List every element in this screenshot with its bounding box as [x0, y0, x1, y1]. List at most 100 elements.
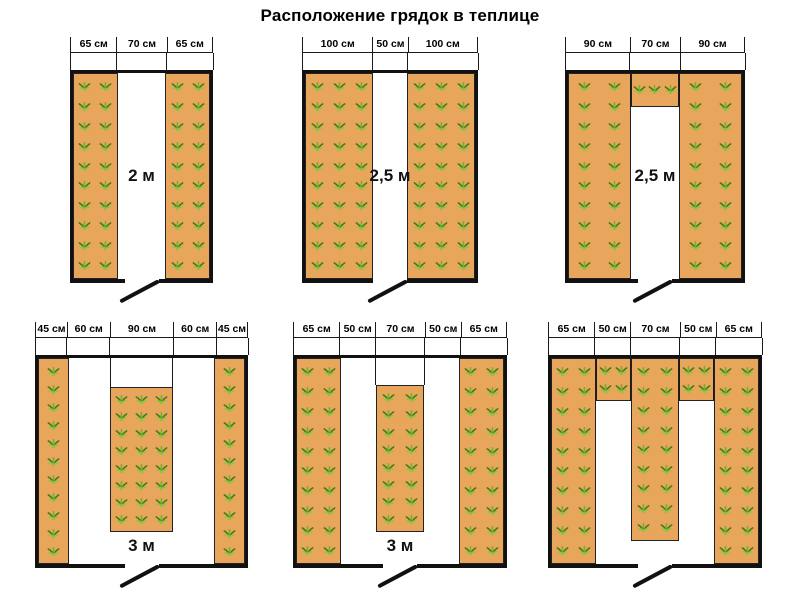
plant-icon: [115, 463, 128, 473]
plant-icon: [47, 492, 60, 502]
inner-guide-line: [713, 358, 715, 402]
plant-icon: [192, 102, 205, 112]
plant-icon: [615, 366, 628, 376]
plant-icon: [719, 525, 732, 535]
plant-icon: [78, 121, 91, 131]
plant-icon: [689, 240, 702, 250]
plant-icon: [719, 446, 732, 456]
plant-icon: [741, 486, 754, 496]
plant-icon: [556, 486, 569, 496]
dimension-guide-line: [215, 338, 217, 355]
bed: [458, 358, 504, 564]
plant-icon: [333, 201, 346, 211]
plant-icon: [333, 121, 346, 131]
plant-icon: [682, 383, 695, 393]
inner-guide-line: [630, 358, 632, 402]
greenhouse-interior: 3 м: [38, 358, 245, 589]
plant-icon: [413, 240, 426, 250]
plant-icon: [155, 446, 168, 456]
plant-icon: [382, 410, 395, 420]
plant-icon: [405, 514, 418, 524]
plant-icon: [99, 141, 112, 151]
plant-icon: [413, 141, 426, 151]
plant-icon: [464, 406, 477, 416]
dimension-guide-line: [629, 53, 631, 70]
bed: [679, 358, 714, 402]
plant-icon: [464, 426, 477, 436]
plant-icon: [486, 387, 499, 397]
plant-icon: [413, 181, 426, 191]
dimension-segment: 65 см: [166, 37, 213, 52]
plant-icon: [556, 545, 569, 555]
bed: [110, 386, 173, 533]
plant-icon: [689, 181, 702, 191]
plant-icon: [741, 406, 754, 416]
plant-icon: [457, 201, 470, 211]
plant-icon: [47, 546, 60, 556]
plant-icon: [435, 161, 448, 171]
bed: [38, 358, 70, 564]
plant-icon: [355, 102, 368, 112]
plant-icon: [578, 161, 591, 171]
plant-icon: [741, 505, 754, 515]
plant-icon: [301, 387, 314, 397]
dimension-label: 60 см: [74, 323, 103, 335]
plant-icon: [99, 240, 112, 250]
plant-icon: [689, 102, 702, 112]
plant-icon: [333, 220, 346, 230]
dimension-label: 50 см: [429, 323, 458, 335]
plant-icon: [637, 406, 650, 416]
plant-icon: [486, 505, 499, 515]
plant-icon: [633, 85, 646, 95]
plant-icon: [405, 445, 418, 455]
dimension-segment: 50 см: [594, 322, 630, 337]
plant-icon: [464, 525, 477, 535]
plant-icon: [135, 446, 148, 456]
plant-icon: [99, 201, 112, 211]
dimension-label: 50 см: [598, 323, 627, 335]
plant-icon: [741, 387, 754, 397]
dimension-segment: 70 см: [629, 37, 680, 52]
plant-icon: [115, 514, 128, 524]
plant-icon: [608, 161, 621, 171]
plant-icon: [578, 466, 591, 476]
plant-icon: [135, 480, 148, 490]
plant-icon: [405, 410, 418, 420]
bed: [407, 73, 475, 279]
plant-icon: [486, 545, 499, 555]
plant-icon: [99, 161, 112, 171]
bed: [305, 73, 373, 279]
dimension-segment: 90 см: [680, 37, 745, 52]
plant-icon: [223, 384, 236, 394]
dimension-label: 45 см: [217, 323, 247, 335]
plant-icon: [115, 480, 128, 490]
plant-icon: [301, 446, 314, 456]
dimension-label: 65 см: [557, 323, 586, 335]
plant-icon: [719, 141, 732, 151]
plant-icon: [382, 462, 395, 472]
plant-icon: [719, 406, 732, 416]
plant-icon: [608, 201, 621, 211]
plant-icon: [223, 420, 236, 430]
plant-icon: [311, 141, 324, 151]
plant-icon: [741, 545, 754, 555]
dimension-guide-line: [761, 338, 763, 355]
dimension-guide-line: [424, 338, 426, 355]
plant-icon: [115, 497, 128, 507]
plant-icon: [578, 505, 591, 515]
plant-icon: [689, 260, 702, 270]
plant-icon: [47, 384, 60, 394]
plant-icon: [413, 161, 426, 171]
dimension-segment: 90 см: [565, 37, 630, 52]
plant-icon: [171, 240, 184, 250]
plant-icon: [698, 366, 711, 376]
greenhouse-outline: [548, 355, 762, 589]
plant-icon: [311, 161, 324, 171]
dimension-guide-line: [679, 338, 681, 355]
plant-icon: [192, 220, 205, 230]
plant-icon: [333, 240, 346, 250]
plant-icon: [457, 141, 470, 151]
plant-icon: [382, 514, 395, 524]
dimension-label: 50 см: [376, 38, 405, 50]
plant-icon: [323, 525, 336, 535]
